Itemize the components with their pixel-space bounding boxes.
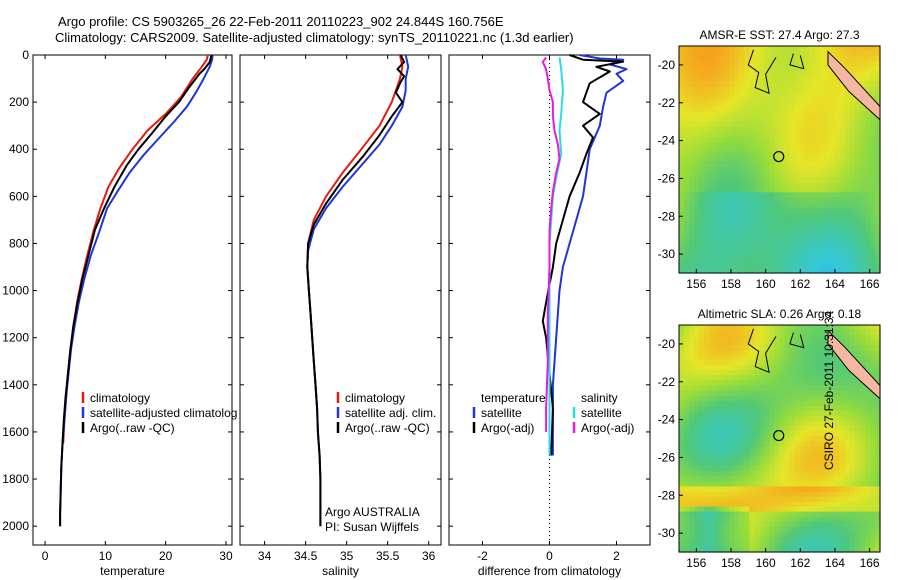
sla_map-reef-outline [789,332,805,349]
sst_map-float-marker [773,150,785,163]
sst_map-lon-label: 158 [721,277,741,291]
sla_map-lat-label: -26 [658,450,676,464]
temperature-legend-item: satellite-adjusted climatolog [90,406,237,420]
depth-tick-label: 0 [22,48,29,62]
difference-series-satellite-temperature [551,54,628,456]
sla_map-lon-label: 158 [721,556,741,570]
salinity-xtick-label: 34 [258,549,272,563]
salinity-xtick-label: 34.5 [294,549,318,563]
sla_map-lat-label: -30 [658,526,676,540]
figure-title-line1: Argo profile: CS 5903265_26 22-Feb-2011 … [58,14,504,29]
depth-tick-label: 1000 [2,284,29,298]
sla_map-frame [678,324,881,553]
sst_map-reef-outline [747,49,777,95]
depth-tick-label: 1200 [2,331,29,345]
sst_map-lat-label: -26 [658,171,676,185]
salinity-legend-item: climatology [345,391,405,405]
sla_map-lon-label: 162 [790,556,810,570]
figure-title-line2: Climatology: CARS2009. Satellite-adjuste… [55,30,574,45]
salinity-xtick-label: 36 [422,549,436,563]
sst_map-lon-label: 160 [756,277,776,291]
depth-tick-label: 800 [9,236,29,250]
difference-xtick-label: 0 [546,549,553,563]
pi-label: PI: Susan Wijffels [325,520,419,534]
sst_map-reef-outline [789,53,805,70]
depth-tick-label: 1400 [2,378,29,392]
sst_map-lon-label: 156 [686,277,706,291]
difference-legend-item: Argo(-adj) [581,421,634,435]
sla_map-lon-label: 160 [756,556,776,570]
sst_map-lat-label: -28 [658,209,676,223]
sla_map-lat-label: -20 [658,337,676,351]
difference-legend-item: satellite [481,406,522,420]
sst_map-lon-label: 164 [825,277,845,291]
temperature-xtick-label: 0 [42,549,49,563]
salinity-xlabel: salinity [322,564,359,578]
depth-tick-label: 1600 [2,425,29,439]
sst_map-frame [678,45,881,274]
temperature-xtick-label: 10 [99,549,113,563]
temperature-xlabel: temperature [100,564,165,578]
sst_map-lon-label: 166 [860,277,880,291]
temperature-xtick-label: 30 [219,549,233,563]
sla_map-float-marker [773,429,785,442]
temperature-xtick-label: 20 [159,549,173,563]
temperature-legend-item: Argo(..raw -QC) [90,421,175,435]
temperature-legend-item: climatology [90,391,150,405]
sla_map-lat-label: -22 [658,375,676,389]
depth-tick-label: 400 [9,142,29,156]
sst_map-lat-label: -30 [658,247,676,261]
depth-tick-label: 1800 [2,472,29,486]
sla_map-reef-outline [747,328,777,374]
salinity-series-argo-raw-qc- [306,54,406,527]
sla_map-lat-label: -24 [658,413,676,427]
difference-legend-title: temperature [481,391,546,405]
sst_map-lat-label: -24 [658,134,676,148]
argo-program-label: Argo AUSTRALIA [325,505,420,519]
sst_map-lat-label: -22 [658,96,676,110]
footer-timestamp: CSIRO 27-Feb-2011 10:31:34 [822,310,836,470]
difference-legend-title: salinity [581,391,618,405]
salinity-xtick-label: 35.5 [376,549,400,563]
depth-tick-label: 200 [9,95,29,109]
salinity-legend-item: satellite adj. clim. [345,406,436,420]
difference-xtick-label: -2 [477,549,488,563]
sst_map-lat-label: -20 [658,58,676,72]
difference-legend-item: Argo(-adj) [481,421,534,435]
salinity-legend-item: Argo(..raw -QC) [345,421,430,435]
salinity-axes-box [239,54,442,546]
sla_map-lon-label: 156 [686,556,706,570]
sla_map-lat-label: -28 [658,488,676,502]
temperature-axes-box [32,54,233,546]
sst_map-field [679,46,881,274]
sla_map-title: Altimetric SLA: 0.26 Argo: 0.18 [698,307,862,321]
difference-xlabel: difference from climatology [478,564,621,578]
sla_map-lon-label: 164 [825,556,845,570]
salinity-xtick-label: 35 [340,549,354,563]
difference-xtick-label: 2 [613,549,620,563]
sst_map-title: AMSR-E SST: 27.4 Argo: 27.3 [699,28,859,42]
temperature-series-argo-raw-qc- [59,54,213,527]
difference-legend-item: satellite [581,406,622,420]
depth-tick-label: 600 [9,189,29,203]
difference-series-argo-adj--salinity [541,56,561,432]
difference-series-argo-adj--temperature [541,54,625,456]
sla_map-lon-label: 166 [860,556,880,570]
sst_map-lon-label: 162 [790,277,810,291]
depth-tick-label: 2000 [2,519,29,533]
